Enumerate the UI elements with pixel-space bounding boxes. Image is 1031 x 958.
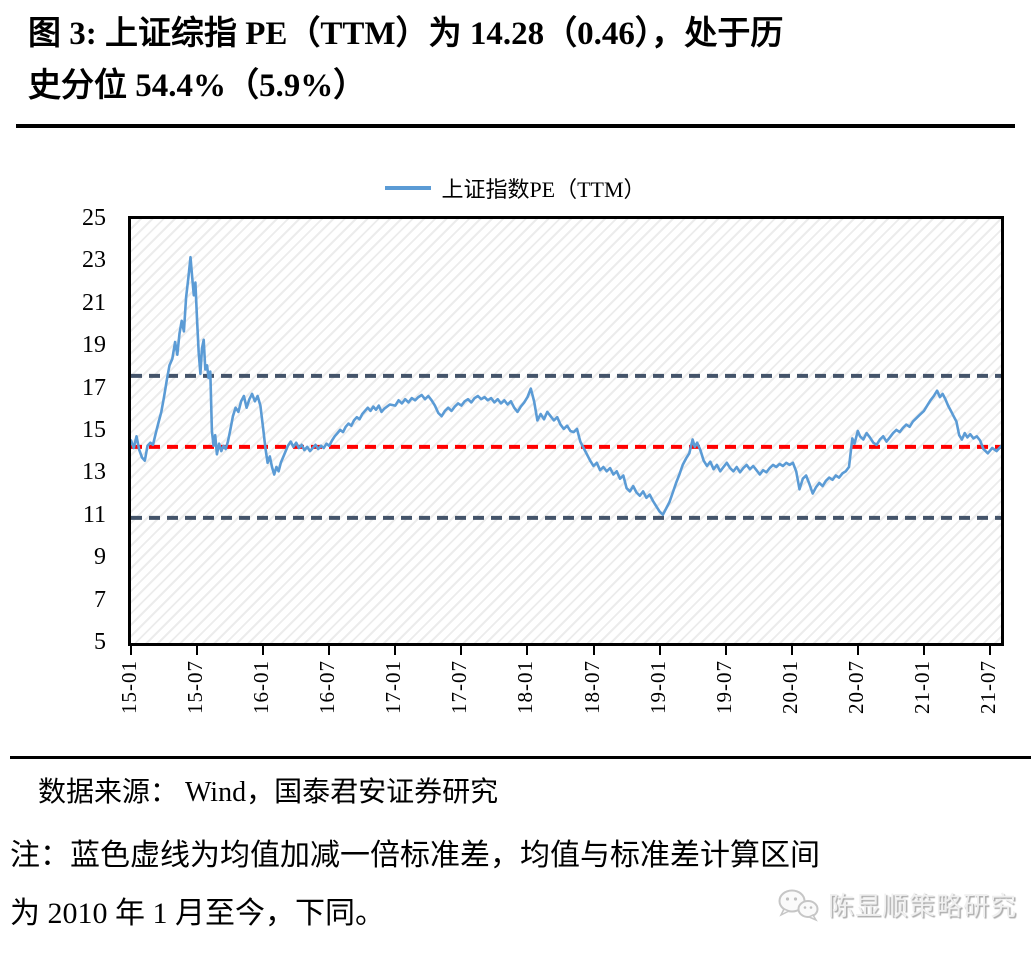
y-axis-label: 15 bbox=[82, 417, 106, 443]
figure-note: 注：蓝色虚线为均值加减一倍标准差，均值与标准差计算区间 为 2010 年 1 月… bbox=[10, 827, 1017, 943]
x-axis-label: 19-07 bbox=[711, 660, 736, 714]
x-axis-tick bbox=[658, 646, 661, 655]
note-line2: 为 2010 年 1 月至今，下同。 bbox=[10, 897, 385, 930]
top-divider bbox=[16, 124, 1015, 128]
y-axis-label: 13 bbox=[82, 459, 106, 486]
x-axis-tick bbox=[328, 646, 331, 655]
x-axis-label: 21-07 bbox=[975, 660, 1000, 714]
watermark-text: 陈显顺策略研究 bbox=[827, 892, 1017, 921]
y-axis-label: 11 bbox=[82, 501, 106, 528]
bottom-divider bbox=[10, 756, 1031, 759]
y-axis-label: 7 bbox=[94, 586, 106, 613]
x-axis-label: 21-01 bbox=[909, 660, 934, 714]
x-axis-tick bbox=[724, 646, 727, 655]
x-axis-label: 20-01 bbox=[777, 660, 802, 714]
plot-area bbox=[128, 216, 1004, 646]
y-axis: 25 23 21 19 17 15 13 11 9 7 5 bbox=[0, 205, 128, 655]
y-axis-label: 25 bbox=[82, 205, 106, 231]
x-axis-label: 18-01 bbox=[513, 660, 538, 714]
x-axis-tick bbox=[130, 646, 132, 655]
y-axis-label: 21 bbox=[82, 289, 106, 316]
x-axis-label: 16-01 bbox=[249, 660, 274, 714]
x-axis-tick bbox=[196, 646, 199, 655]
plot-canvas bbox=[131, 255, 1001, 520]
x-axis-label: 16-07 bbox=[315, 660, 340, 714]
y-axis-label: 9 bbox=[94, 544, 106, 571]
x-axis-tick bbox=[592, 646, 595, 655]
pe-line-series bbox=[131, 255, 1001, 516]
legend-label: 上证指数PE（TTM） bbox=[441, 177, 646, 202]
x-axis-tick bbox=[988, 646, 991, 655]
figure-title-line1: 图 3: 上证综指 PE（TTM）为 14.28（0.46），处于历 bbox=[28, 16, 784, 52]
legend-line-marker bbox=[385, 186, 432, 190]
x-axis-tick bbox=[790, 646, 793, 655]
x-axis-label: 20-07 bbox=[843, 660, 868, 714]
chart-legend: 上证指数PE（TTM） bbox=[0, 172, 1031, 204]
figure-title: 图 3: 上证综指 PE（TTM）为 14.28（0.46），处于历 史分位 5… bbox=[0, 0, 1031, 112]
y-axis-label: 19 bbox=[82, 332, 106, 359]
pe-ttm-chart: 上证指数PE（TTM） 25 23 21 19 17 15 13 11 9 7 5 15-01 15-… bbox=[0, 128, 1031, 742]
x-axis-tick bbox=[262, 646, 265, 655]
x-axis-tick bbox=[526, 646, 529, 655]
y-axis-label: 5 bbox=[94, 629, 106, 655]
data-source-line: 数据来源： Wind，国泰君安证券研究 bbox=[38, 777, 499, 808]
x-axis-tick bbox=[394, 646, 397, 655]
x-axis-label: 17-01 bbox=[381, 660, 406, 714]
x-axis-tick bbox=[856, 646, 859, 655]
x-axis-tick bbox=[460, 646, 463, 655]
watermark: 陈显顺策略研究 bbox=[778, 886, 1017, 923]
x-axis-tick bbox=[922, 646, 925, 655]
note-line1: 注：蓝色虚线为均值加减一倍标准差，均值与标准差计算区间 bbox=[10, 839, 820, 872]
x-axis-label: 15-01 bbox=[117, 660, 141, 714]
wechat-icon bbox=[778, 889, 819, 922]
x-axis-label: 19-01 bbox=[645, 660, 670, 714]
x-axis-label: 18-07 bbox=[579, 660, 604, 714]
figure-title-line2: 史分位 54.4%（5.9%） bbox=[28, 68, 367, 104]
y-axis-label: 23 bbox=[82, 247, 106, 274]
x-axis-label: 15-07 bbox=[183, 660, 208, 714]
x-axis-label: 17-07 bbox=[447, 660, 472, 714]
y-axis-label: 17 bbox=[82, 374, 106, 401]
